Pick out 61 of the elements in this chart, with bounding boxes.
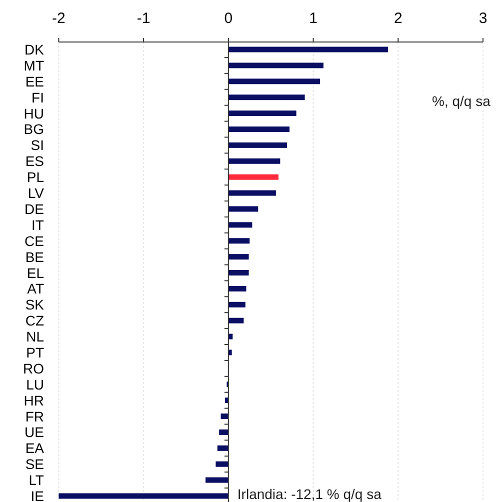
bar: [220, 414, 228, 420]
x-tick-label: 0: [224, 10, 233, 27]
bar: [217, 445, 228, 451]
x-tick-label: 2: [394, 10, 402, 27]
y-tick-label: AT: [27, 280, 44, 297]
y-tick-label: FI: [32, 89, 44, 106]
bar: [219, 429, 228, 435]
y-tick-label: CZ: [25, 312, 44, 329]
y-tick-label: PL: [26, 169, 44, 186]
bar: [228, 94, 305, 100]
x-tick-label: -1: [136, 10, 150, 27]
annotation: Irlandia: -12,1 % q/q sa: [237, 486, 382, 502]
y-tick-label: IT: [32, 216, 44, 233]
bar: [228, 46, 388, 52]
bar: [228, 142, 287, 148]
y-tick-label: ES: [25, 153, 44, 170]
bar: [228, 270, 249, 276]
annotation: %, q/q sa: [432, 93, 491, 109]
bar: [228, 158, 280, 164]
bar: [228, 190, 276, 196]
y-tick-label: LV: [28, 185, 45, 202]
x-tick-label: 1: [309, 10, 318, 27]
bar: [228, 254, 249, 260]
y-tick-label: FR: [25, 408, 44, 424]
y-tick-label: MT: [24, 57, 44, 74]
y-tick-label: NL: [26, 328, 44, 345]
x-tick-label: -2: [52, 10, 66, 27]
bar: [228, 206, 258, 212]
bar: [228, 78, 320, 84]
bar: [216, 461, 228, 467]
y-tick-label: DK: [24, 42, 45, 58]
bar: [228, 62, 324, 68]
y-tick-label: UE: [24, 424, 44, 440]
bar: [58, 493, 228, 499]
y-tick-label: EA: [25, 440, 45, 456]
y-tick-label: BE: [25, 248, 44, 265]
y-tick-label: SE: [25, 456, 44, 472]
bar: [228, 238, 250, 244]
y-tick-label: EE: [25, 73, 44, 90]
y-tick-label: SI: [30, 137, 44, 154]
y-tick-label: CE: [24, 232, 44, 249]
bar: [228, 302, 246, 308]
bar: [228, 110, 296, 116]
bar: [228, 126, 290, 132]
bar: [206, 477, 228, 483]
y-tick-label: DE: [24, 200, 44, 217]
bar: [228, 174, 278, 180]
y-tick-label: RO: [23, 360, 44, 376]
y-tick-label: LU: [26, 376, 44, 392]
y-tick-label: PT: [26, 344, 44, 360]
bar: [228, 222, 252, 228]
x-tick-label: 3: [478, 10, 488, 27]
y-tick-label: IE: [30, 488, 44, 502]
y-tick-label: LT: [28, 472, 44, 488]
y-tick-label: SK: [25, 296, 45, 313]
bar: [228, 318, 244, 324]
bar: [228, 286, 246, 292]
y-tick-label: BG: [24, 121, 44, 138]
y-tick-label: EL: [26, 264, 44, 281]
y-tick-label: HR: [24, 392, 44, 408]
y-tick-label: HU: [24, 105, 44, 122]
